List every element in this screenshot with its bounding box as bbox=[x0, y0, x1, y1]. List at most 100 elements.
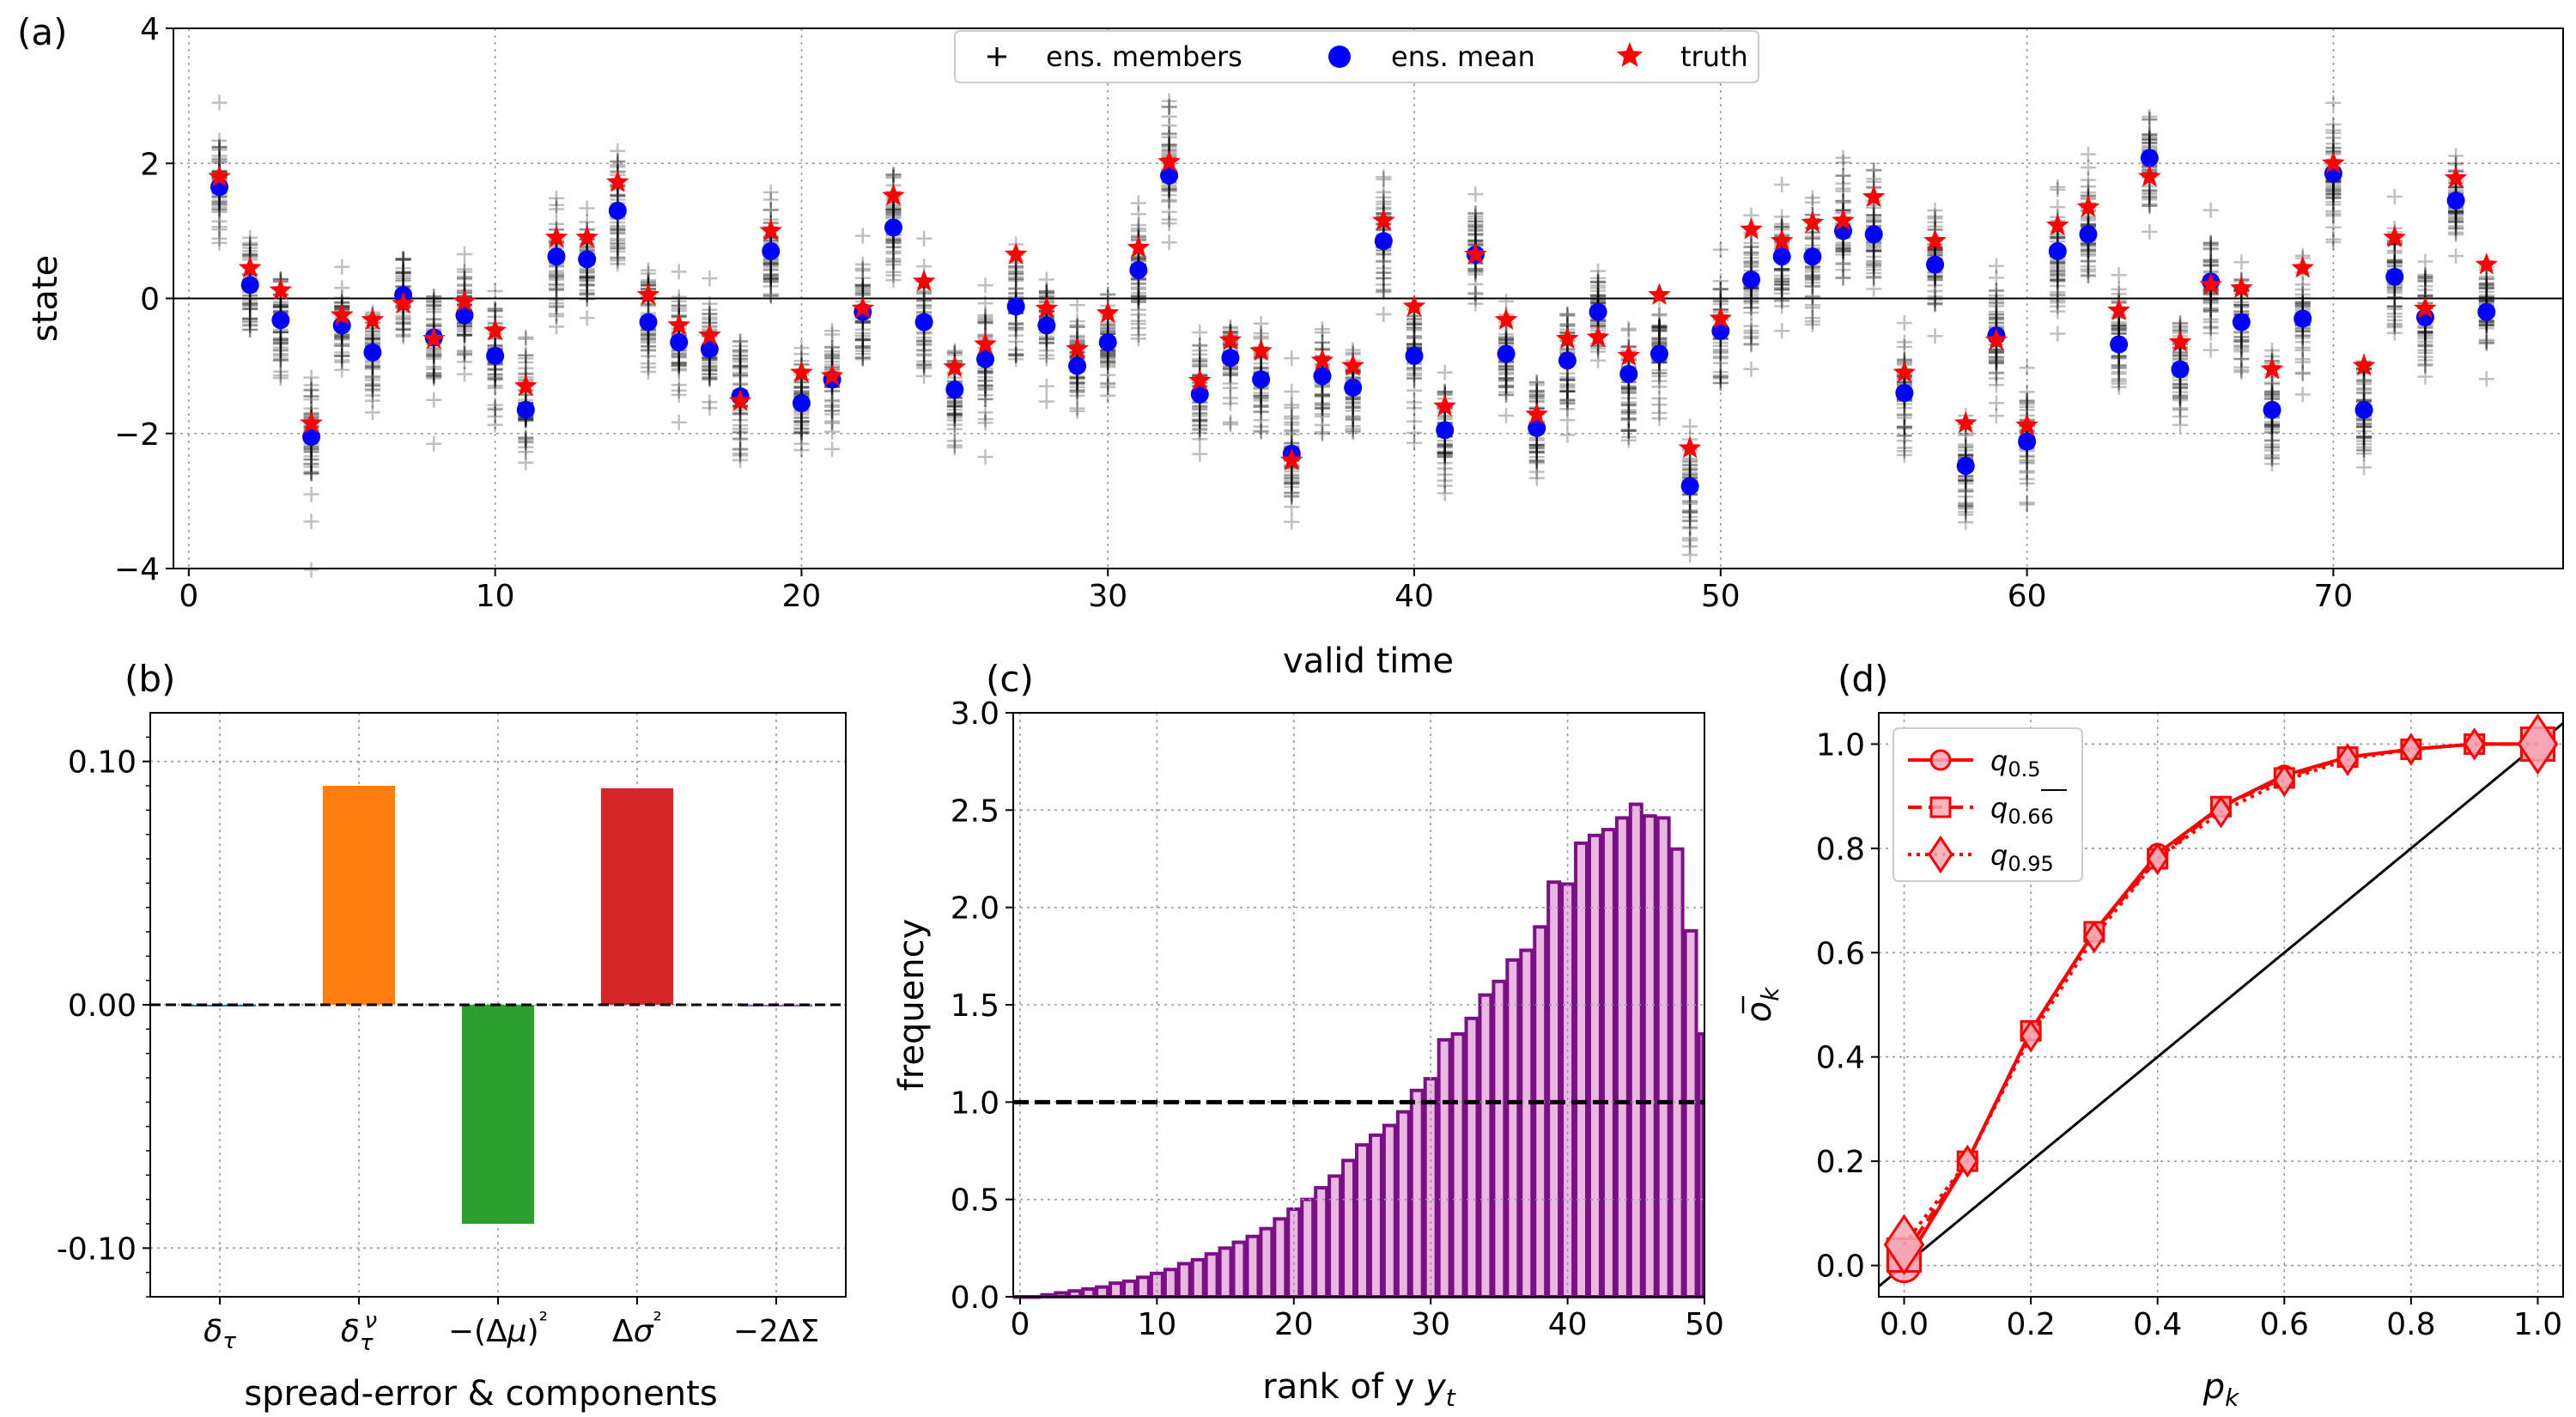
rank-bar bbox=[1190, 1257, 1206, 1299]
ensemble-member-marker bbox=[1896, 334, 1912, 350]
ensemble-member-marker bbox=[548, 282, 564, 298]
y-tick-label: 0.6 bbox=[1816, 936, 1865, 971]
ensemble-member-marker bbox=[1498, 329, 1515, 345]
ensemble-member-marker bbox=[977, 404, 993, 421]
ensemble-member-marker bbox=[977, 373, 993, 389]
ensemble-member-marker bbox=[732, 430, 749, 447]
ensemble-member-marker bbox=[793, 423, 810, 440]
ensemble-member-marker bbox=[1590, 288, 1607, 304]
ensemble-member-marker bbox=[426, 312, 442, 328]
ensemble-member-marker bbox=[1835, 244, 1851, 260]
ensemble-mean-point bbox=[486, 346, 505, 365]
ensemble-member-marker bbox=[426, 349, 442, 364]
ensemble-member-marker bbox=[1498, 364, 1515, 380]
ensemble-member-marker bbox=[1192, 346, 1208, 362]
ensemble-mean-point bbox=[1803, 247, 1822, 266]
ensemble-mean-point bbox=[2018, 432, 2037, 451]
ensemble-member-marker bbox=[1988, 270, 2004, 286]
ensemble-member-marker bbox=[303, 456, 319, 472]
ensemble-member-marker bbox=[1651, 321, 1668, 338]
legend-box bbox=[1893, 727, 2083, 882]
rank-bar bbox=[1300, 1197, 1315, 1298]
ensemble-member-marker bbox=[732, 359, 749, 374]
ensemble-member-marker bbox=[1866, 210, 1882, 226]
ensemble-member-marker bbox=[916, 358, 933, 374]
ensemble-member-marker bbox=[1406, 331, 1423, 346]
ensemble-member-marker bbox=[1988, 283, 2004, 299]
ensemble-member-marker bbox=[1712, 368, 1728, 385]
ensemble-member-marker bbox=[1284, 463, 1300, 479]
ensemble-member-marker bbox=[1620, 423, 1637, 439]
ensemble-member-marker bbox=[1130, 292, 1146, 308]
ensemble-member-marker bbox=[1528, 444, 1545, 460]
ensemble-member-marker bbox=[1253, 356, 1269, 372]
ensemble-member-marker bbox=[1528, 374, 1545, 390]
ensemble-member-marker bbox=[303, 381, 319, 398]
ensemble-member-marker bbox=[2111, 357, 2127, 374]
x-tick-label: 0.6 bbox=[2260, 1307, 2309, 1342]
ensemble-member-marker bbox=[1467, 213, 1484, 229]
ensemble-mean-point bbox=[884, 218, 902, 237]
rank-bar bbox=[1081, 1286, 1097, 1299]
ensemble-member-marker bbox=[1284, 499, 1300, 515]
ensemble-member-marker bbox=[1620, 320, 1637, 337]
ensemble-member-marker bbox=[671, 354, 687, 370]
ensemble-member-marker bbox=[1314, 396, 1330, 412]
ensemble-member-marker bbox=[2111, 314, 2127, 331]
x-tick-label: 30 bbox=[1411, 1307, 1450, 1342]
ensemble-member-marker bbox=[1437, 443, 1453, 459]
ensemble-member-marker bbox=[1559, 392, 1576, 408]
rank-bar bbox=[1574, 841, 1589, 1298]
ensemble-member-marker bbox=[1651, 323, 1668, 339]
ensemble-member-marker bbox=[1528, 445, 1545, 461]
ensemble-member-marker bbox=[1559, 371, 1576, 387]
ensemble-member-marker bbox=[1008, 317, 1024, 332]
ensemble-member-marker bbox=[1222, 368, 1238, 383]
ensemble-member-marker bbox=[671, 357, 687, 374]
ensemble-member-marker bbox=[1988, 365, 2004, 381]
ensemble-member-marker bbox=[824, 413, 841, 429]
ensemble-member-marker bbox=[1284, 472, 1300, 489]
ensemble-member-marker bbox=[426, 298, 442, 314]
ensemble-mean-point bbox=[1068, 356, 1087, 375]
ensemble-member-marker bbox=[1498, 362, 1515, 378]
ensemble-member-marker bbox=[1253, 423, 1269, 439]
ensemble-member-marker bbox=[1376, 277, 1392, 293]
ensemble-mean-point bbox=[1252, 370, 1271, 389]
ensemble-member-marker bbox=[946, 407, 963, 423]
ensemble-member-marker bbox=[1712, 273, 1728, 289]
ensemble-member-marker bbox=[1467, 222, 1484, 238]
ensemble-member-marker bbox=[1651, 331, 1668, 347]
ensemble-member-marker bbox=[916, 356, 933, 373]
ensemble-member-marker bbox=[548, 276, 564, 292]
ensemble-member-marker bbox=[272, 343, 289, 359]
ensemble-member-marker bbox=[1253, 424, 1269, 441]
ensemble-member-marker bbox=[977, 277, 993, 294]
ensemble-member-marker bbox=[426, 289, 442, 305]
ensemble-member-marker bbox=[1284, 476, 1300, 492]
rank-bar bbox=[1669, 847, 1685, 1298]
ensemble-member-marker bbox=[1498, 366, 1515, 382]
ensemble-member-marker bbox=[2019, 471, 2035, 487]
rank-bar bbox=[1327, 1174, 1343, 1299]
ensemble-mean-point bbox=[2079, 225, 2098, 244]
ensemble-member-marker bbox=[1651, 368, 1668, 384]
ensemble-member-marker bbox=[364, 359, 380, 375]
ensemble-member-marker bbox=[702, 358, 718, 374]
ensemble-member-marker bbox=[1008, 348, 1024, 364]
ensemble-member-marker bbox=[1774, 277, 1790, 293]
ensemble-member-marker bbox=[1988, 353, 2004, 369]
component-bar bbox=[461, 1005, 535, 1224]
ensemble-member-marker bbox=[1376, 265, 1392, 281]
ensemble-member-marker bbox=[1682, 538, 1698, 555]
ensemble-member-marker bbox=[946, 412, 963, 429]
ensemble-member-marker bbox=[1314, 334, 1330, 350]
ensemble-member-marker bbox=[1008, 269, 1024, 285]
y-tick-label: 0 bbox=[140, 283, 160, 318]
ensemble-mean-point bbox=[608, 201, 627, 220]
ensemble-member-marker bbox=[211, 148, 228, 164]
ensemble-member-marker bbox=[211, 230, 228, 246]
ensemble-member-marker bbox=[456, 271, 472, 287]
ensemble-member-marker bbox=[1008, 280, 1024, 296]
ensemble-member-marker bbox=[272, 331, 289, 347]
